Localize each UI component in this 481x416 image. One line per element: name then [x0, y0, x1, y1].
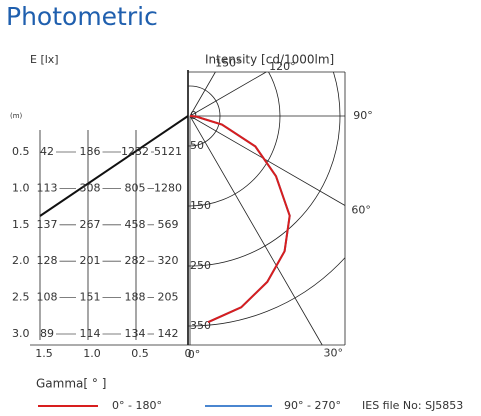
illuminance-value: 134 — [125, 327, 146, 340]
illuminance-value: 42 — [40, 145, 54, 158]
angle-line — [189, 115, 346, 206]
offset-label: 1.5 — [35, 347, 53, 360]
illuminance-value: 108 — [37, 291, 58, 304]
x-label: Gamma[ ° ] — [36, 377, 106, 391]
illuminance-value: 142 — [158, 327, 179, 340]
illuminance-value: 308 — [80, 181, 101, 194]
grid-circle — [188, 256, 345, 327]
table-title: E [lx] — [30, 53, 59, 66]
table-unit: (m) — [10, 112, 23, 120]
offset-label: 1.0 — [83, 347, 101, 360]
angle-label: 0° — [188, 348, 201, 361]
angle-label: 60° — [351, 203, 371, 216]
intensity-curve — [189, 115, 291, 324]
illuminance-value: 114 — [80, 327, 101, 340]
note: IES file No: SJ5853 — [362, 399, 463, 412]
beam-line — [39, 115, 189, 217]
legend-label: 0° - 180° — [112, 399, 162, 412]
illuminance-value: 805 — [125, 181, 146, 194]
angle-label: 30° — [323, 347, 343, 360]
angle-label: 120° — [269, 60, 296, 73]
illuminance-value: 205 — [158, 291, 179, 304]
angle-label: 150° — [215, 56, 242, 69]
illuminance-value: 569 — [158, 218, 179, 231]
offset-label: 0.5 — [131, 347, 149, 360]
illuminance-value: 128 — [37, 254, 58, 267]
distance-label: 2.0 — [12, 254, 30, 267]
chart-title: Photometric — [6, 2, 158, 31]
angle-label: 90° — [353, 109, 373, 122]
r-tick-label: 150 — [190, 199, 211, 212]
distance-label: 0.5 — [12, 145, 30, 158]
illuminance-value: 282 — [125, 254, 146, 267]
angle-line — [189, 71, 216, 117]
illuminance-value: 5121 — [154, 145, 182, 158]
illuminance-value: 89 — [40, 327, 54, 340]
illuminance-value: 1232 — [121, 145, 149, 158]
r-tick-label: 350 — [190, 319, 211, 332]
angle-line — [189, 115, 323, 346]
illuminance-value: 201 — [80, 254, 101, 267]
illuminance-value: 137 — [37, 218, 58, 231]
illuminance-value: 151 — [80, 291, 101, 304]
illuminance-value: 267 — [80, 218, 101, 231]
distance-label: 3.0 — [12, 327, 30, 340]
distance-label: 1.0 — [12, 181, 30, 194]
illuminance-value: 186 — [80, 145, 101, 158]
offset-label: 0 — [185, 347, 192, 360]
r-label: Intensity [cd/1000lm] — [205, 53, 334, 67]
illuminance-value: 458 — [125, 218, 146, 231]
angle-line — [189, 71, 267, 117]
r-tick-label: 250 — [190, 259, 211, 272]
illuminance-value: 188 — [125, 291, 146, 304]
r-tick-label: 50 — [190, 139, 204, 152]
illuminance-value: 320 — [158, 254, 179, 267]
illuminance-value: 1280 — [154, 181, 182, 194]
distance-label: 1.5 — [12, 218, 30, 231]
illuminance-value: 113 — [37, 181, 58, 194]
distance-label: 2.5 — [12, 291, 30, 304]
legend-label: 90° - 270° — [284, 399, 341, 412]
